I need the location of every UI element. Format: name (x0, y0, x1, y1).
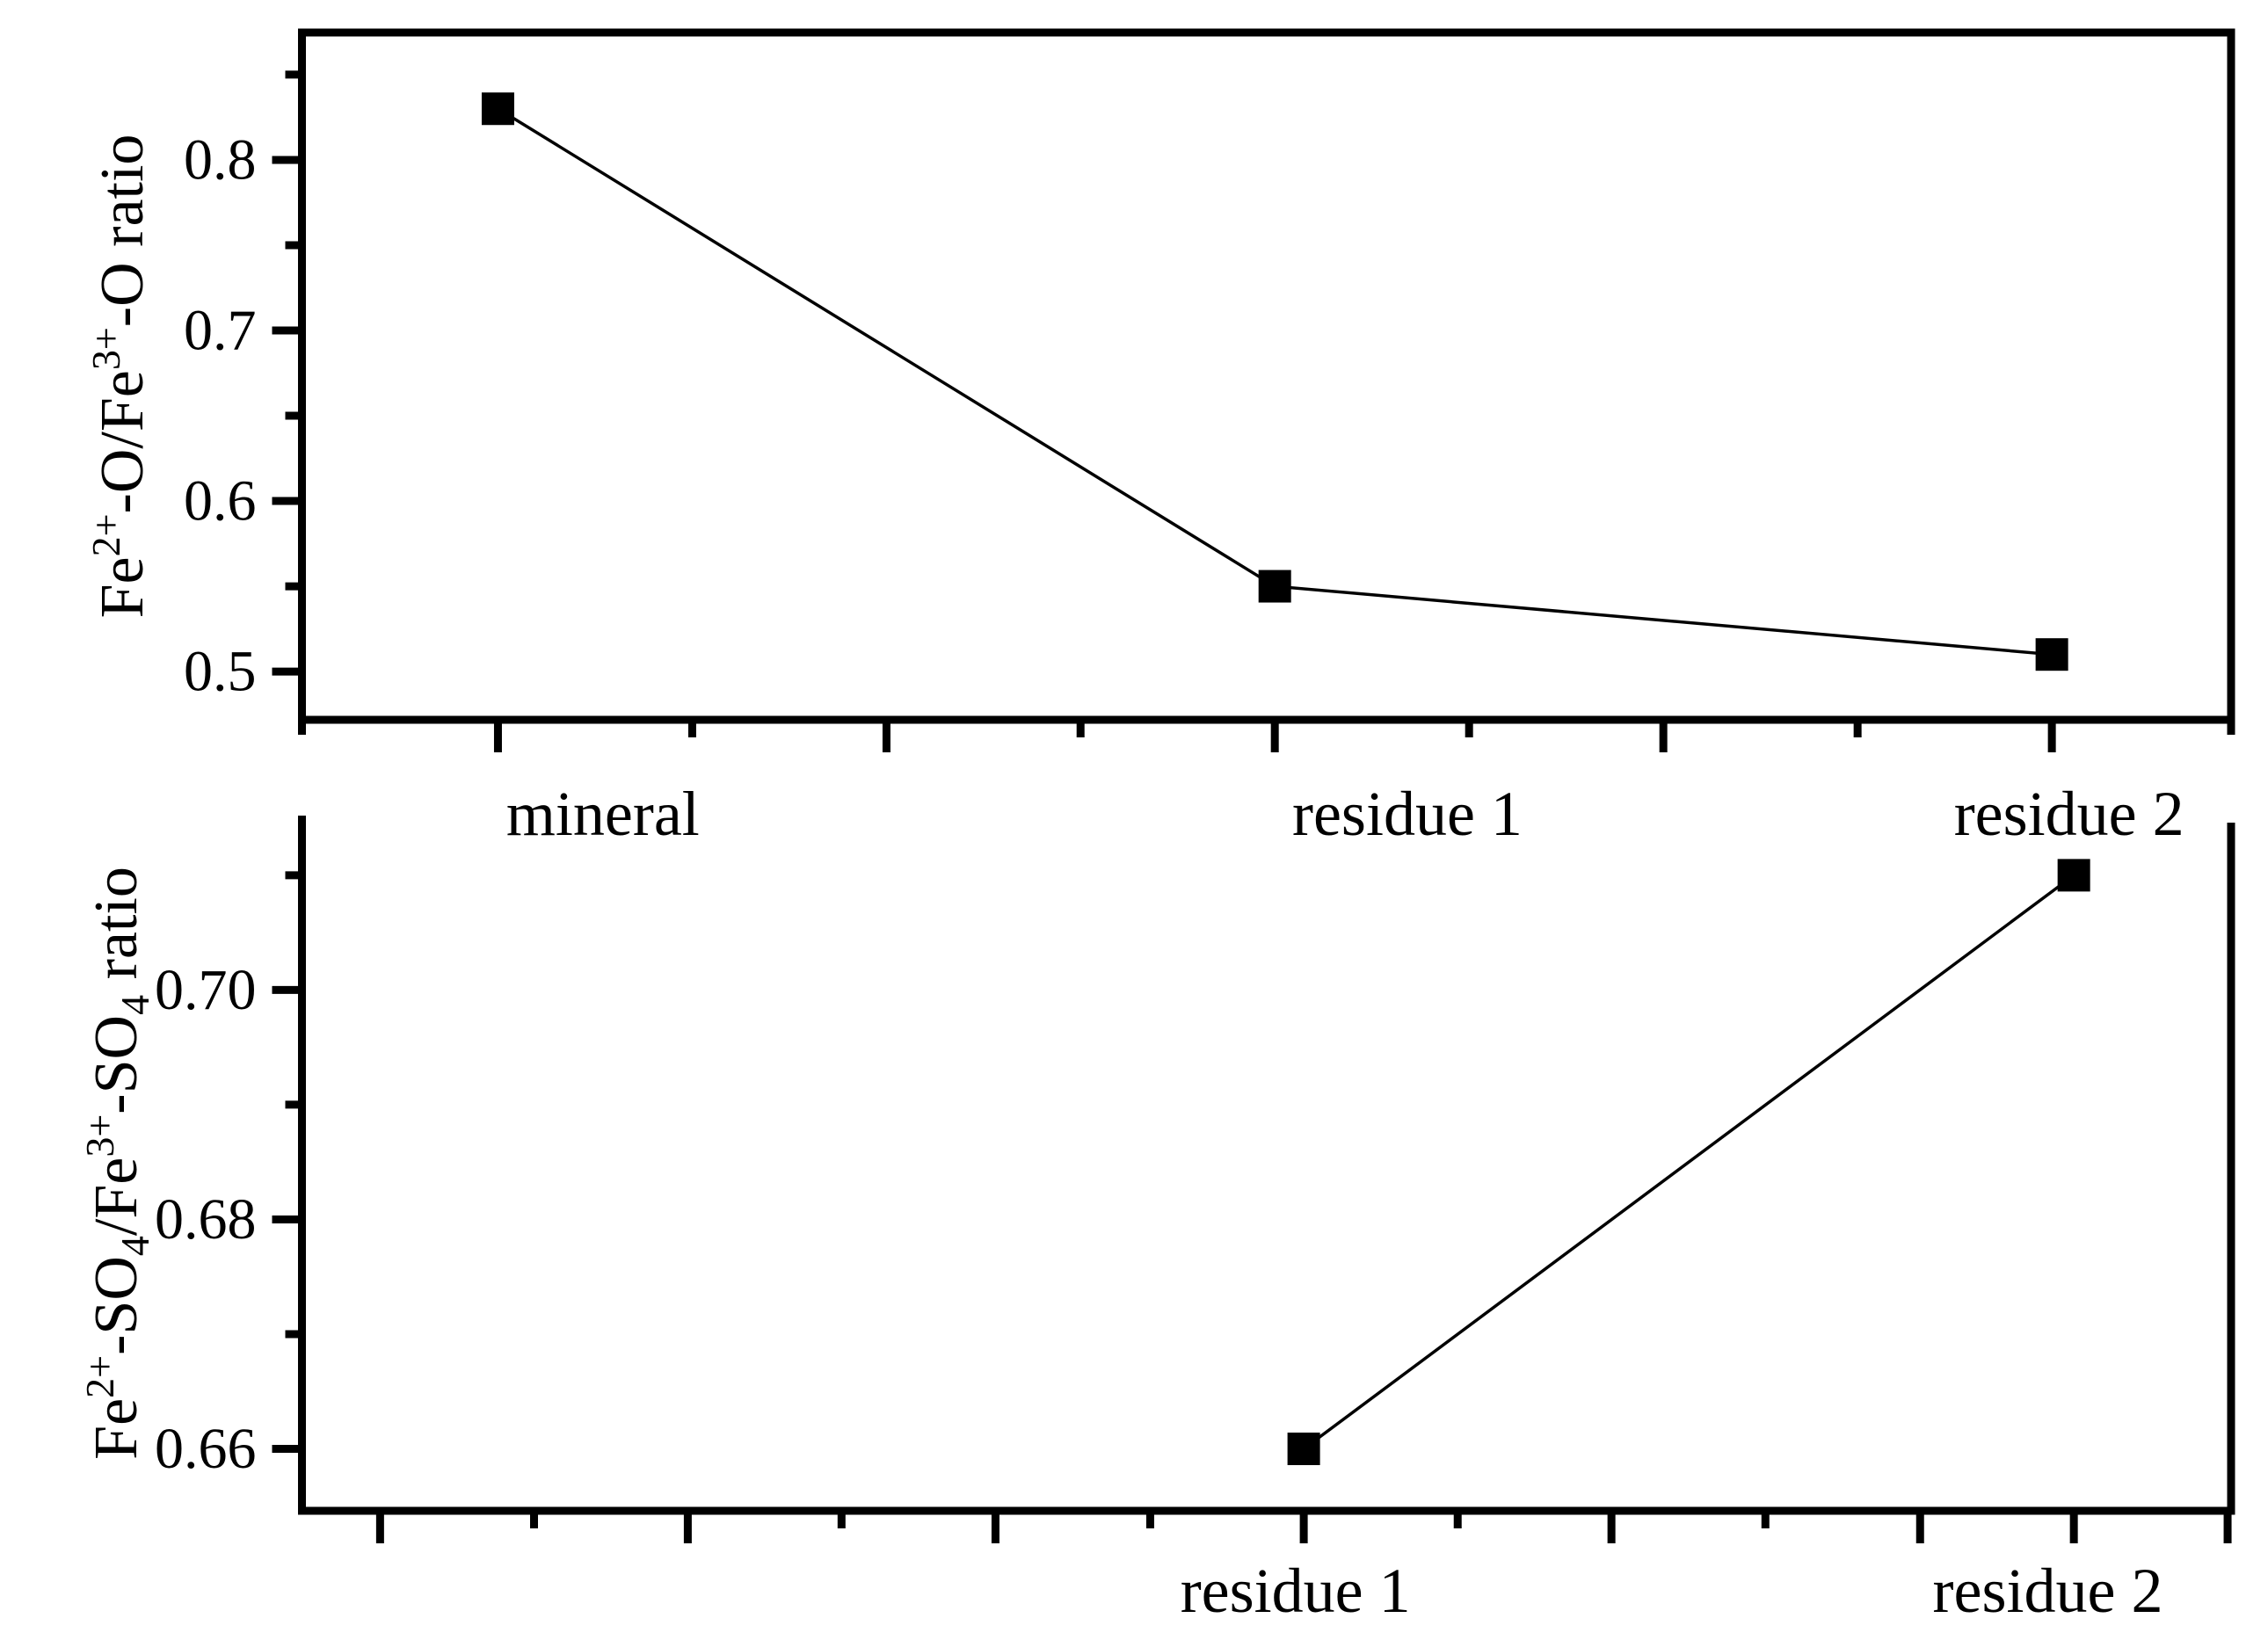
plot-frame (298, 816, 2235, 1515)
y-axis-title-segment: 3+ (77, 1114, 122, 1157)
series-line (1303, 874, 2075, 1450)
y-axis-title-segment: -SO (83, 1015, 150, 1114)
y-axis-title: Fe2+-SO4/Fe3+-SO4 ratio (77, 867, 157, 1460)
y-tick-label: 0.66 (155, 1417, 257, 1481)
x-tick-label: mineral (506, 779, 700, 849)
x-tick-label: residue 2 (1954, 779, 2184, 849)
y-axis-title-segment: 4 (113, 1236, 157, 1256)
y-axis-title-segment: Fe (83, 1398, 150, 1460)
data-point-marker (481, 92, 514, 126)
y-axis-title-segment: -O ratio (89, 134, 156, 328)
x-tick-label: residue 1 (1181, 1556, 1411, 1626)
y-axis-title-segment: -O/Fe (89, 370, 156, 513)
plot-frame (298, 28, 2235, 724)
y-axis-title-segment: -SO (83, 1256, 150, 1355)
y-tick-label: 0.8 (184, 127, 257, 192)
data-point-marker (1287, 1433, 1320, 1466)
y-axis-title-segment: ratio (83, 867, 150, 995)
data-point-marker (2057, 859, 2090, 892)
y-axis-title: Fe2+-O/Fe3+-O ratio (84, 134, 156, 619)
y-axis-title-segment: 4 (113, 995, 157, 1015)
y-axis-title-segment: 2+ (84, 513, 128, 556)
top-chart: 0.5 0.6 0.7 0.8 mineral residue 1 residue 2 Fe2… (84, 28, 2235, 849)
data-point-marker (1258, 570, 1291, 603)
y-axis-title-segment: /Fe (83, 1157, 150, 1236)
y-tick-label: 0.68 (155, 1187, 257, 1252)
y-tick-label: 0.5 (184, 640, 257, 704)
y-tick-label: 0.70 (155, 958, 257, 1022)
data-point-marker (2035, 638, 2068, 671)
x-tick-label: residue 2 (1933, 1556, 2163, 1626)
y-axis-title-segment: 2+ (77, 1355, 122, 1398)
y-axis-title-segment: 3+ (84, 327, 128, 370)
y-axis-title-segment: Fe (89, 556, 156, 618)
x-tick-label: residue 1 (1292, 779, 1523, 849)
y-tick-label: 0.6 (184, 469, 257, 533)
y-tick-label: 0.7 (184, 298, 257, 362)
